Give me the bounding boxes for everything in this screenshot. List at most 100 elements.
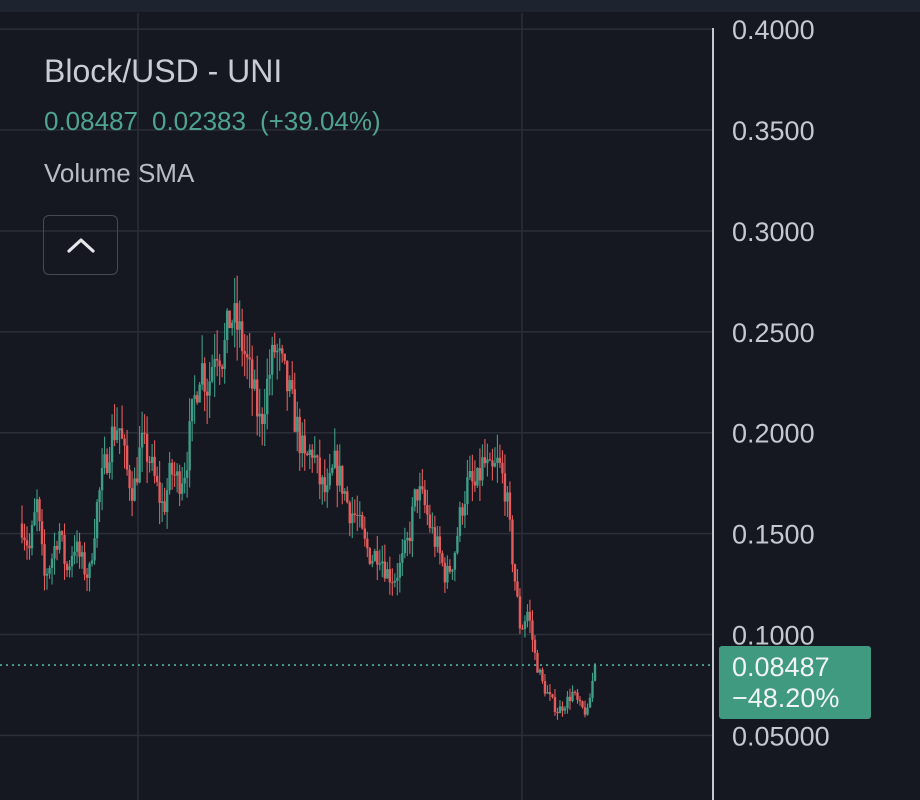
candle-body — [513, 564, 517, 582]
candle-body — [506, 492, 509, 502]
candle-body — [75, 541, 79, 552]
candle-body — [276, 350, 279, 353]
candle-body — [110, 426, 114, 463]
candle-body — [426, 505, 429, 515]
candle-body — [346, 491, 349, 503]
candle-body — [130, 488, 134, 501]
candle-body — [115, 430, 119, 441]
candle-body — [588, 697, 592, 708]
candle-body — [78, 541, 81, 557]
candle-body — [416, 489, 419, 501]
candle-body — [213, 358, 216, 367]
price-change-value: 0.02383 — [151, 106, 246, 136]
candle-body — [386, 569, 389, 579]
candle-body — [80, 552, 84, 557]
candle-body — [518, 596, 522, 629]
candle-body — [391, 582, 394, 584]
candle-body — [273, 344, 276, 353]
candle-body — [55, 545, 59, 550]
candle-body — [358, 514, 361, 516]
candle-body — [291, 380, 294, 390]
candle-body — [195, 395, 199, 403]
candle-body — [105, 454, 109, 473]
candle-body — [43, 544, 46, 576]
price-axis-tick-label: 0.1500 — [732, 520, 815, 550]
candle-body — [65, 563, 69, 571]
candle-body — [225, 310, 229, 341]
candle-body — [336, 450, 339, 486]
candle-body — [493, 463, 497, 467]
candle-body — [511, 519, 514, 565]
candle-body — [38, 499, 41, 522]
candle-body — [228, 310, 231, 329]
candle-body — [548, 692, 552, 695]
candle-body — [456, 535, 459, 553]
last-price-value: 0.08487 — [44, 106, 138, 136]
candle-body — [388, 569, 392, 583]
candle-body — [473, 481, 477, 486]
candle-body — [356, 514, 359, 516]
candle-body — [45, 573, 49, 576]
candle-body — [323, 477, 326, 493]
candle-body — [190, 399, 194, 422]
candle-body — [406, 537, 409, 541]
price-axis-tick-label: 0.1000 — [732, 621, 815, 651]
candle-body — [576, 692, 579, 700]
candle-body — [223, 340, 226, 369]
candle-body — [496, 457, 499, 464]
candle-body — [443, 562, 447, 583]
candle-body — [128, 469, 131, 489]
candle-body — [50, 558, 54, 569]
candle-body — [175, 471, 179, 476]
candle-body — [348, 502, 351, 524]
candle-body — [281, 348, 284, 354]
price-axis-tick-label: 0.2500 — [732, 318, 815, 348]
candle-body — [483, 457, 487, 464]
candle-body — [403, 540, 407, 554]
candle-body — [563, 708, 567, 711]
candle-body — [271, 344, 274, 375]
candlestick-series — [20, 275, 597, 720]
candle-body — [40, 521, 44, 545]
candle-body — [160, 501, 164, 503]
candle-body — [178, 471, 181, 494]
candle-body — [351, 513, 354, 524]
candle-body — [326, 485, 329, 493]
badge-change-percent: −48.20% — [732, 683, 840, 713]
indicator-label[interactable]: Volume SMA — [44, 158, 195, 188]
price-axis-tick-label: 0.3500 — [732, 116, 815, 146]
candle-body — [558, 706, 562, 714]
candle-body — [60, 531, 64, 535]
candle-body — [471, 471, 474, 482]
candle-body — [198, 384, 201, 403]
candle-body — [261, 413, 264, 424]
candle-body — [491, 460, 494, 467]
candle-body — [583, 707, 587, 715]
candle-body — [331, 467, 334, 473]
candle-body — [366, 538, 369, 549]
candle-body — [215, 358, 219, 361]
candle-body — [63, 534, 66, 564]
candle-body — [296, 416, 299, 432]
candle-body — [311, 449, 314, 458]
candle-body — [378, 563, 382, 565]
candle-body — [70, 555, 74, 567]
candle-body — [133, 478, 136, 501]
candle-body — [53, 545, 56, 559]
candle-body — [33, 512, 36, 526]
collapse-legend-button[interactable] — [43, 215, 118, 275]
candle-body — [278, 348, 281, 351]
candle-body — [240, 321, 244, 352]
candle-body — [343, 491, 346, 494]
candle-body — [205, 391, 209, 396]
candle-body — [140, 432, 144, 448]
candle-body — [523, 621, 527, 629]
price-axis[interactable]: 0.4000 0.3500 0.3000 0.2500 0.2000 0.1500 0.10… — [732, 15, 830, 751]
candle-body — [393, 580, 397, 583]
candle-body — [25, 540, 29, 546]
candle-body — [543, 681, 547, 694]
candle-body — [28, 545, 31, 549]
candle-body — [333, 450, 336, 468]
candle-body — [423, 489, 427, 506]
